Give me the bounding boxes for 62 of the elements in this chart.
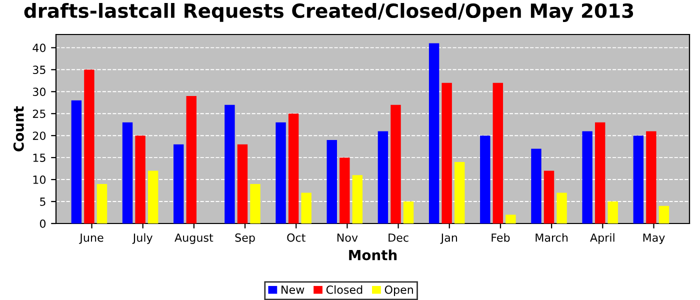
bar [594, 122, 606, 224]
bar [340, 158, 350, 224]
bar [288, 114, 299, 224]
legend-label: New [282, 286, 304, 294]
y-tick-label: 10 [33, 176, 46, 184]
bar [135, 136, 146, 224]
bar [237, 144, 248, 224]
y-tick-label: 30 [32, 88, 46, 96]
y-tick-label: 40 [32, 44, 46, 52]
bar [326, 140, 337, 224]
bar [390, 104, 401, 224]
bar [148, 170, 158, 224]
x-tick-label: August [174, 234, 214, 244]
x-axis-title: Month [349, 250, 397, 260]
x-tick-label: Nov [337, 234, 358, 242]
bar [352, 175, 363, 224]
y-tick-label: 15 [33, 154, 46, 162]
x-tick-label: Sep [235, 233, 255, 244]
bar [276, 122, 286, 224]
bar [174, 144, 184, 224]
x-tick-label: May [643, 234, 665, 244]
x-tick-label: Dec [388, 234, 408, 242]
bar [506, 214, 516, 224]
x-tick-label: July [132, 233, 153, 244]
legend-label: Closed [326, 285, 362, 294]
chart-title: drafts-lastcall Requests Created/Closed/Open May 2013 [24, 3, 634, 22]
bar [492, 82, 504, 224]
bar [608, 202, 618, 224]
bar [186, 96, 196, 224]
bar [480, 136, 490, 224]
y-tick-label: 20 [32, 132, 46, 140]
bar [301, 192, 312, 224]
bar [96, 184, 108, 224]
bar [378, 131, 388, 224]
bar [633, 136, 644, 224]
bar [544, 170, 554, 224]
x-tick-label: Oct [287, 233, 306, 242]
bar [84, 70, 94, 224]
x-tick-label: March [536, 233, 568, 242]
bar [646, 131, 656, 224]
bar [403, 202, 414, 224]
legend-label: Open [384, 286, 413, 296]
bar [224, 104, 235, 224]
y-tick-label: 25 [32, 110, 46, 118]
bar [556, 192, 567, 224]
y-tick-label: 0 [40, 219, 46, 228]
x-tick-label: June [79, 234, 104, 244]
bar [454, 162, 465, 224]
bar [582, 131, 592, 224]
bar [250, 184, 260, 224]
y-axis-title: Count [13, 106, 24, 152]
bar [122, 122, 133, 224]
y-tick-label: 35 [32, 66, 46, 74]
bar [658, 206, 670, 224]
x-tick-label: Feb [492, 233, 510, 242]
bar [71, 100, 82, 224]
x-tick-label: April [590, 233, 614, 244]
x-tick-label: Jan [440, 234, 458, 244]
y-tick-label: 5 [40, 198, 46, 206]
bar [442, 82, 452, 224]
bar [428, 43, 440, 224]
bar [531, 148, 542, 224]
